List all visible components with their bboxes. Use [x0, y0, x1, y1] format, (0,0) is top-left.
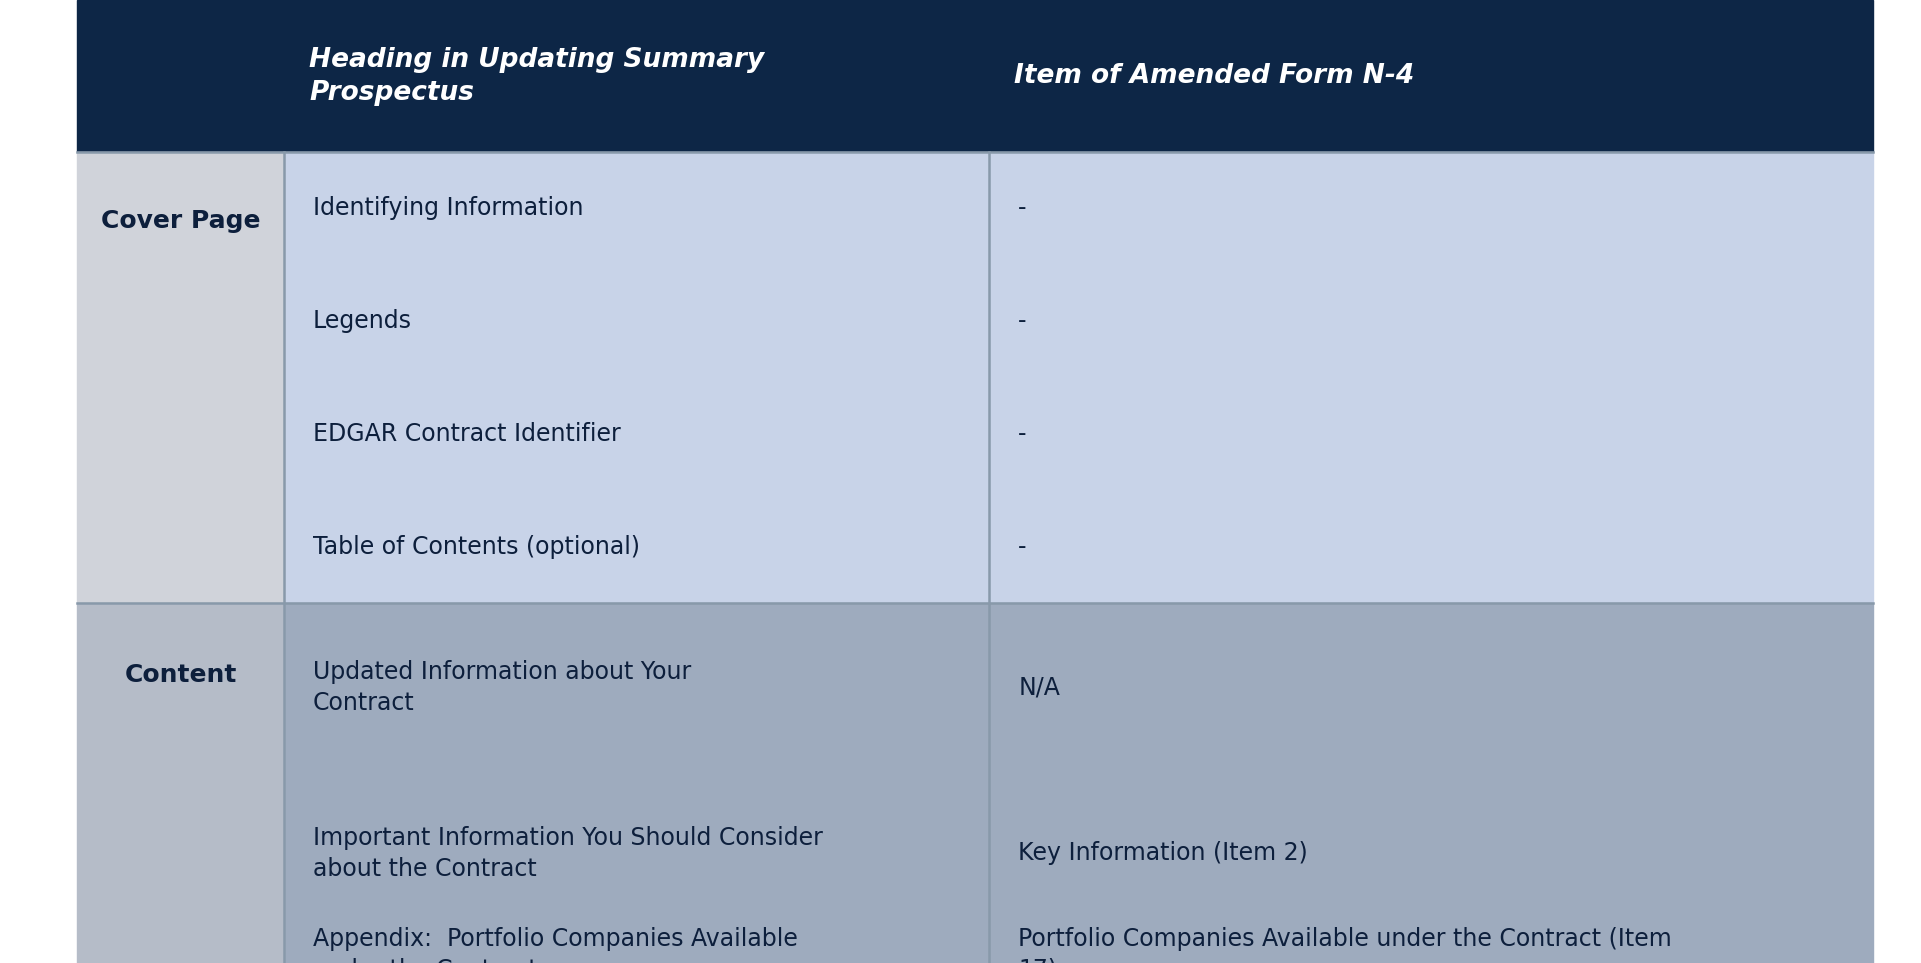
Text: Identifying Information: Identifying Information	[313, 196, 584, 221]
Text: Content: Content	[125, 664, 236, 687]
Text: Appendix:  Portfolio Companies Available
under the Contract: Appendix: Portfolio Companies Available …	[313, 927, 797, 963]
Bar	[77, 603, 284, 963]
Bar	[284, 603, 1873, 963]
Text: Heading in Updating Summary
Prospectus: Heading in Updating Summary Prospectus	[309, 46, 765, 106]
Text: EDGAR Contract Identifier: EDGAR Contract Identifier	[313, 422, 620, 446]
Bar	[284, 152, 1873, 603]
Text: Table of Contents (optional): Table of Contents (optional)	[313, 534, 640, 559]
Text: Cover Page: Cover Page	[100, 210, 261, 233]
Text: Item of Amended Form N-4: Item of Amended Form N-4	[1014, 64, 1414, 89]
Bar	[77, 152, 284, 603]
Text: Legends: Legends	[313, 309, 413, 333]
Text: Portfolio Companies Available under the Contract (Item
17): Portfolio Companies Available under the …	[1018, 927, 1671, 963]
Text: N/A: N/A	[1018, 676, 1060, 699]
Text: Updated Information about Your
Contract: Updated Information about Your Contract	[313, 661, 692, 715]
Text: -: -	[1018, 422, 1026, 446]
Text: Key Information (Item 2): Key Information (Item 2)	[1018, 842, 1308, 865]
Text: -: -	[1018, 196, 1026, 221]
Text: -: -	[1018, 534, 1026, 559]
Text: -: -	[1018, 309, 1026, 333]
Text: Important Information You Should Consider
about the Contract: Important Information You Should Conside…	[313, 826, 822, 880]
Bar	[77, 0, 1873, 152]
